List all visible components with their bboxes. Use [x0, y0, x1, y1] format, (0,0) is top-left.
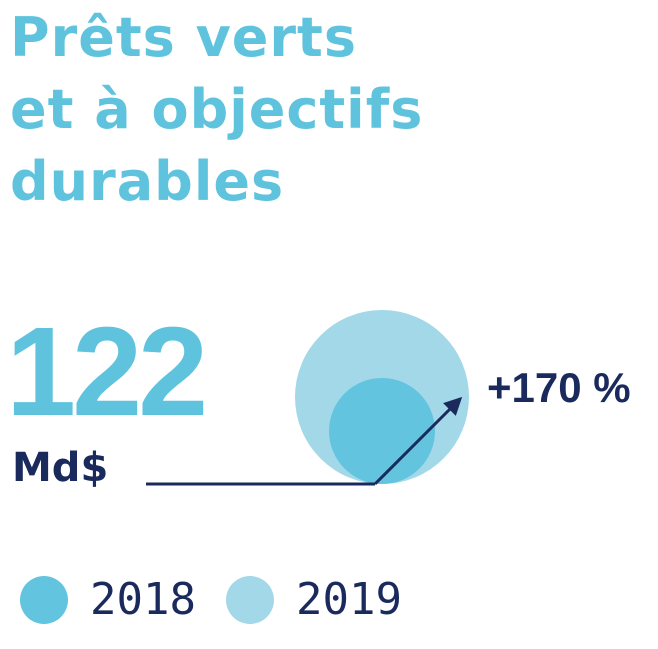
legend-swatch-2019: [226, 576, 274, 624]
growth-arrow: [373, 396, 463, 486]
title-line-2: et à objectifs: [10, 78, 424, 141]
legend-label-2019: 2019: [296, 574, 402, 625]
bubble-2018: [329, 378, 435, 484]
headline-value: 122: [6, 301, 208, 442]
legend-label-2018: 2018: [90, 574, 196, 625]
legend-swatch-2018: [20, 576, 68, 624]
title-line-1: Prêts verts: [10, 6, 357, 69]
growth-label: +170 %: [487, 364, 631, 411]
title-line-3: durables: [10, 150, 285, 213]
legend-item-2019: 2019: [226, 572, 402, 628]
chart-title: Prêts verts et à objectifs durables: [10, 2, 423, 218]
headline-unit: Md$: [12, 445, 109, 491]
legend-item-2018: 2018: [20, 572, 196, 628]
